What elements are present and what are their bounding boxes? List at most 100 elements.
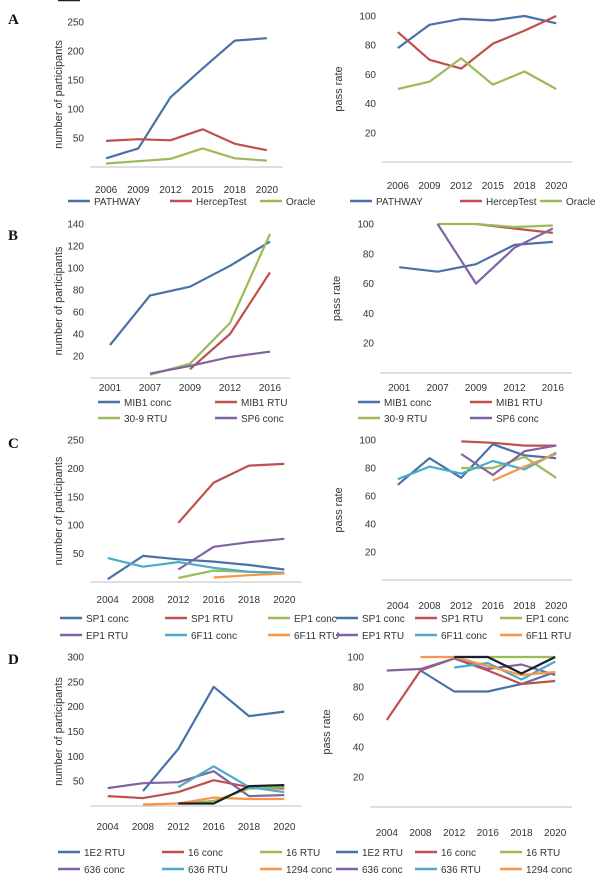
legend-item: 636 conc xyxy=(58,865,125,876)
legend-label: PATHWAY xyxy=(376,197,423,208)
y-axis-label: number of participants xyxy=(53,456,65,565)
legend-label: SP1 RTU xyxy=(441,614,483,625)
legend-label: 1294 conc xyxy=(526,865,572,876)
y-tick-label: 60 xyxy=(73,308,85,319)
panel-letter: D xyxy=(8,652,19,668)
x-tick-label: 2018 xyxy=(224,185,247,196)
legend-item: EP1 conc xyxy=(268,614,337,625)
legend-label: 636 RTU xyxy=(188,865,228,876)
x-tick-label: 2020 xyxy=(544,828,567,839)
y-tick-label: 60 xyxy=(363,279,375,290)
panel-letter: C xyxy=(8,436,19,452)
series-line-ep1-rtu xyxy=(460,444,557,477)
y-tick-label: 80 xyxy=(365,41,377,52)
x-tick-label: 2016 xyxy=(477,828,500,839)
series-line-mib1-rtu xyxy=(189,271,271,371)
legend-item: 16 conc xyxy=(162,848,223,859)
legend-label: MIB1 conc xyxy=(384,398,431,409)
x-tick-label: 2020 xyxy=(545,601,568,612)
y-tick-label: 200 xyxy=(67,464,84,475)
x-tick-label: 2001 xyxy=(99,383,122,394)
legend-item: 6F11 conc xyxy=(415,631,487,642)
x-tick-label: 2007 xyxy=(426,383,449,394)
legend-item: EP1 RTU xyxy=(336,631,404,642)
y-tick-label: 50 xyxy=(73,777,85,788)
series-line-sp6-conc xyxy=(149,350,271,375)
x-tick-label: 2012 xyxy=(167,822,190,833)
x-tick-label: 2015 xyxy=(191,185,214,196)
y-tick-label: 150 xyxy=(67,492,84,503)
legend-label: 30-9 RTU xyxy=(384,414,427,425)
x-tick-label: 2008 xyxy=(132,595,155,606)
legend-item: PATHWAY xyxy=(68,197,141,208)
y-tick-label: 40 xyxy=(73,330,85,341)
y-tick-label: 80 xyxy=(353,683,365,694)
y-tick-label: 100 xyxy=(67,105,84,116)
legend-item: 30-9 RTU xyxy=(98,414,167,425)
x-tick-label: 2004 xyxy=(376,828,399,839)
legend-label: SP6 conc xyxy=(241,414,284,425)
series-line-6f11-rtu xyxy=(492,452,557,482)
y-tick-label: 20 xyxy=(353,773,365,784)
y-axis-label: pass rate xyxy=(321,709,333,754)
x-tick-label: 2020 xyxy=(273,595,296,606)
legend-label: 636 conc xyxy=(84,865,125,876)
panel-letter: B xyxy=(8,228,18,244)
y-axis-label: number of participants xyxy=(53,677,65,786)
y-tick-label: 100 xyxy=(347,653,364,664)
y-tick-label: 40 xyxy=(363,309,375,320)
series-line-oracle xyxy=(106,147,267,165)
x-tick-label: 2018 xyxy=(513,181,536,192)
pass-rate-chart: 20 40 60 80 100 2004 2008 2012 2016 2018 2020 pass … xyxy=(333,436,572,642)
panel-B: B 20 40 60 80 100 120 140 2001 2007 2009 2012 2016 nu… xyxy=(8,220,572,425)
participants-chart: 50 100 150 200 250 2004 2008 2012 2016 2018 2020 nu… xyxy=(53,436,339,643)
series-line-sp1-rtu xyxy=(461,440,557,447)
y-tick-label: 50 xyxy=(73,549,85,560)
y-axis-label: pass rate xyxy=(331,276,343,321)
legend-item: 1E2 RTU xyxy=(58,848,125,859)
x-tick-label: 2012 xyxy=(443,828,466,839)
legend-item: SP6 conc xyxy=(470,414,539,425)
legend-label: 6F11 RTU xyxy=(294,631,339,642)
y-tick-label: 250 xyxy=(67,18,84,29)
legend-label: SP1 conc xyxy=(86,614,129,625)
series-line-sp1-rtu xyxy=(177,462,285,524)
x-tick-label: 2004 xyxy=(387,601,410,612)
legend-label: 636 conc xyxy=(362,865,403,876)
legend-item: 16 RTU xyxy=(260,848,320,859)
legend-label: HercepTest xyxy=(196,197,247,208)
legend-item: SP1 conc xyxy=(336,614,405,625)
series-line-6f11-rtu xyxy=(213,572,285,579)
legend-label: 16 RTU xyxy=(286,848,320,859)
y-tick-label: 60 xyxy=(365,70,377,81)
legend-item: EP1 RTU xyxy=(60,631,128,642)
participants-chart: 50 100 150 200 250 2006 2009 2012 2015 2018 2020 nu… xyxy=(53,18,316,209)
x-tick-label: 2004 xyxy=(97,595,120,606)
y-tick-label: 150 xyxy=(67,727,84,738)
series-line-6f11-conc xyxy=(397,451,557,481)
legend-label: SP6 conc xyxy=(496,414,539,425)
legend-item: 6F11 conc xyxy=(165,631,237,642)
x-tick-label: 2001 xyxy=(388,383,411,394)
y-tick-label: 250 xyxy=(67,436,84,447)
legend-label: 1E2 RTU xyxy=(362,848,403,859)
x-tick-label: 2018 xyxy=(510,828,533,839)
y-tick-label: 100 xyxy=(359,436,376,447)
x-tick-label: 2012 xyxy=(159,185,182,196)
series-line-636-rtu xyxy=(177,765,285,794)
series-line-636-conc xyxy=(386,657,556,677)
y-axis-label: number of participants xyxy=(53,246,65,355)
legend-item: 30-9 RTU xyxy=(358,414,427,425)
y-tick-label: 20 xyxy=(365,128,377,139)
legend-item: MIB1 RTU xyxy=(470,398,543,409)
legend-item: PATHWAY xyxy=(350,197,423,208)
legend-label: MIB1 RTU xyxy=(241,398,288,409)
legend-label: 16 conc xyxy=(441,848,476,859)
legend-label: 16 conc xyxy=(188,848,223,859)
x-tick-label: 2016 xyxy=(203,822,226,833)
legend-label: 6F11 conc xyxy=(441,631,487,642)
pass-rate-chart: 20 40 60 80 100 2006 2009 2012 2015 2018 2020 pass … xyxy=(333,12,596,209)
y-tick-label: 100 xyxy=(67,752,84,763)
legend-label: Oracle xyxy=(566,197,596,208)
